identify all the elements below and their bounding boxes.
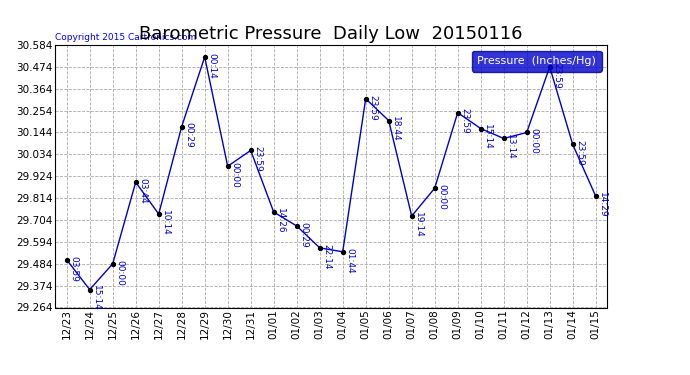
Point (521, 129, 532, 135)
Text: 00:29: 00:29 (299, 222, 308, 248)
Point (268, 209, 279, 215)
Text: 00:29: 00:29 (184, 122, 193, 148)
Point (130, 179, 141, 185)
Point (153, 211, 164, 217)
Point (245, 147, 256, 153)
Text: 03:44: 03:44 (138, 178, 147, 204)
Point (475, 126, 486, 132)
Point (314, 245, 325, 251)
Text: 00:00: 00:00 (230, 162, 239, 188)
Point (337, 249, 348, 255)
Legend: Pressure  (Inches/Hg): Pressure (Inches/Hg) (472, 51, 602, 72)
Text: 23:59: 23:59 (368, 94, 377, 120)
Point (429, 185, 440, 191)
Text: 23:59: 23:59 (460, 108, 469, 134)
Point (406, 213, 417, 219)
Point (199, 54, 210, 60)
Text: 23:59: 23:59 (575, 140, 584, 166)
Text: 00:14: 00:14 (207, 53, 216, 78)
Text: 18:44: 18:44 (391, 116, 400, 142)
Point (360, 96, 371, 102)
Point (567, 141, 578, 147)
Text: Copyright 2015 Cartronics.com: Copyright 2015 Cartronics.com (55, 33, 197, 42)
Point (452, 110, 463, 116)
Text: 23:59: 23:59 (253, 146, 262, 172)
Point (84, 286, 95, 292)
Point (176, 123, 187, 129)
Point (107, 261, 118, 267)
Text: 14:29: 14:29 (598, 192, 607, 217)
Point (291, 223, 302, 229)
Point (222, 163, 233, 169)
Point (498, 135, 509, 141)
Text: 00:00: 00:00 (437, 184, 446, 210)
Title: Barometric Pressure  Daily Low  20150116: Barometric Pressure Daily Low 20150116 (139, 26, 523, 44)
Text: 19:14: 19:14 (414, 212, 423, 238)
Text: 01:44: 01:44 (345, 248, 354, 273)
Text: 00:00: 00:00 (529, 128, 538, 154)
Text: 10:14: 10:14 (161, 210, 170, 236)
Point (61, 257, 72, 263)
Point (544, 64, 555, 70)
Text: 22:14: 22:14 (322, 244, 331, 269)
Text: 13:14: 13:14 (506, 134, 515, 160)
Text: 23:59: 23:59 (552, 63, 561, 88)
Text: 00:00: 00:00 (115, 260, 124, 285)
Point (383, 118, 394, 124)
Text: 03:59: 03:59 (69, 256, 78, 282)
Text: 15:14: 15:14 (483, 124, 492, 150)
Text: 15:14: 15:14 (92, 285, 101, 311)
Text: 14:26: 14:26 (276, 208, 285, 234)
Point (590, 193, 601, 199)
